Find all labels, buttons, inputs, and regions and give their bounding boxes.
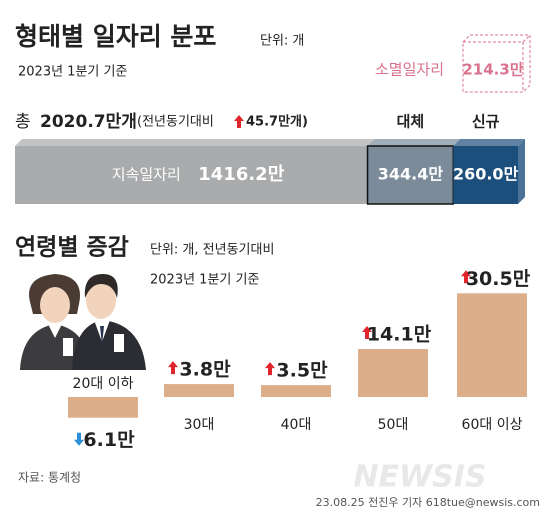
value-label: 6.1만 [83,429,135,451]
period: 2023년 1분기 기준 [18,65,127,80]
bar-top [453,139,525,146]
segment-name: 신규 [472,113,500,131]
segment-name: 지속일자리 [112,166,181,184]
x-tick-label: 60대 이상 [462,417,523,433]
section-period: 2023년 1분기 기준 [150,273,259,288]
segment-name: 대체 [397,113,425,131]
up-arrow [461,270,471,284]
source: 자료: 통계청 [18,471,81,485]
extra-value: 214.3만 [462,61,523,79]
value-label: 1416.2만 [198,164,284,185]
section-subtitle: 단위: 개, 전년동기대비 [150,243,274,258]
up-arrow [234,115,244,128]
value-label: 14.1만 [367,324,432,346]
bar-top [15,139,375,146]
bar [358,349,428,397]
bar [453,146,518,204]
bar-side [518,139,525,204]
bar [261,385,331,397]
up-arrow [265,362,275,376]
unit: 단위: 개 [260,34,304,49]
value-label: 260.0만 [453,165,519,184]
bar-top [367,139,461,146]
extra-name: 소멸일자리 [375,61,444,79]
bar [457,293,527,397]
x-tick-label: 30대 [184,417,215,433]
bar [366,145,455,205]
extra-box [462,34,531,93]
bar [68,397,138,418]
total-prefix: 총 [15,112,31,132]
value-label: 3.8만 [179,359,231,381]
x-tick-label: 20대 이하 [73,376,134,392]
up-arrow [168,361,178,375]
x-tick-label: 50대 [378,417,409,433]
value-label: 344.4만 [378,165,444,184]
bar [164,384,234,397]
bar [15,146,368,204]
up-arrow [362,326,372,340]
change-label: 45.7만개) [246,114,308,130]
total-label: 2020.7만개 [40,112,137,132]
value-label: 30.5만 [466,268,531,290]
title: 형태별 일자리 분포 [15,22,216,51]
x-tick-label: 40대 [281,417,312,433]
watermark: NEWSIS [353,460,486,495]
down-arrow [74,432,84,446]
credit: 23.08.25 전진우 기자 618tue@newsis.com [316,496,540,509]
people-illustration [20,274,146,370]
section-title: 연령별 증감 [15,235,129,261]
value-label: 3.5만 [276,360,328,382]
change-prefix: (전년동기대비 [137,115,214,130]
